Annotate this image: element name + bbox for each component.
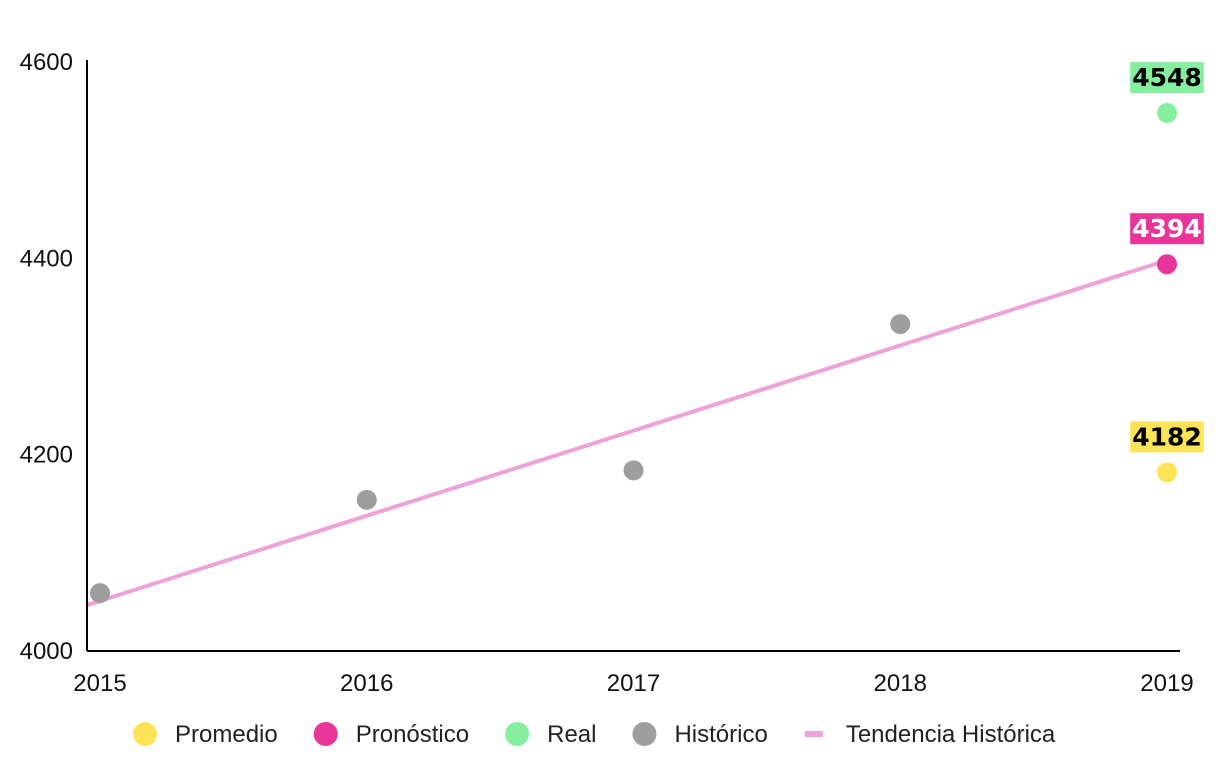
data-label-4394: 4394: [1130, 213, 1204, 245]
data-label-text: 4394: [1132, 214, 1202, 243]
legend-label: Real: [547, 721, 596, 748]
x-tick-label: 2017: [607, 670, 660, 697]
x-tick-label: 2015: [73, 670, 126, 697]
point-historico-2017: [623, 460, 644, 481]
y-tick-label: 4400: [20, 245, 73, 272]
data-label-4182: 4182: [1130, 421, 1204, 453]
data-label-background: [1130, 213, 1204, 245]
x-tick-label: 2018: [874, 670, 927, 697]
legend-marker: [133, 722, 157, 746]
trendline: [86, 258, 1168, 607]
data-label-background: [1130, 421, 1204, 453]
point-promedio-2019: [1157, 462, 1177, 483]
axes: 4000 4200 4400 4600 2015 2016 2017 2018 2019: [20, 49, 1194, 697]
legend-item-3: Histórico: [632, 721, 768, 748]
data-label-text: 4548: [1132, 63, 1202, 92]
legend-marker: [804, 731, 823, 737]
legend-marker: [313, 722, 338, 746]
y-tick-label: 4600: [20, 49, 73, 76]
callouts: 4548 4394 4182: [1130, 62, 1204, 453]
x-tick-label: 2016: [340, 670, 393, 697]
legend-label: Histórico: [674, 721, 767, 748]
legend: Promedio Pronóstico Real Histórico Tendencia…: [133, 721, 1056, 748]
trendline-layer: [86, 258, 1168, 607]
legend-label: Tendencia Histórica: [846, 721, 1056, 748]
data-label-text: 4182: [1132, 422, 1202, 451]
legend-item-2: Real: [505, 721, 596, 748]
legend-marker: [505, 722, 530, 746]
legend-item-1: Pronóstico: [313, 721, 469, 748]
x-tick-label: 2019: [1140, 670, 1193, 697]
legend-marker: [632, 722, 657, 746]
point-historico-2015: [90, 583, 110, 604]
legend-item-0: Promedio: [133, 721, 278, 748]
y-tick-label: 4000: [20, 638, 73, 665]
points-layer: [90, 103, 1177, 604]
legend-label: Pronóstico: [356, 721, 469, 748]
legend-item-4: Tendencia Histórica: [804, 721, 1056, 748]
point-pronostico-2019: [1157, 254, 1177, 275]
data-label-background: [1130, 62, 1204, 94]
legend-label: Promedio: [175, 721, 278, 748]
point-real-2019: [1157, 103, 1177, 124]
point-historico-2016: [356, 489, 377, 510]
y-tick-label: 4200: [20, 442, 73, 469]
data-label-4548: 4548: [1130, 62, 1204, 94]
point-historico-2018: [890, 314, 911, 335]
